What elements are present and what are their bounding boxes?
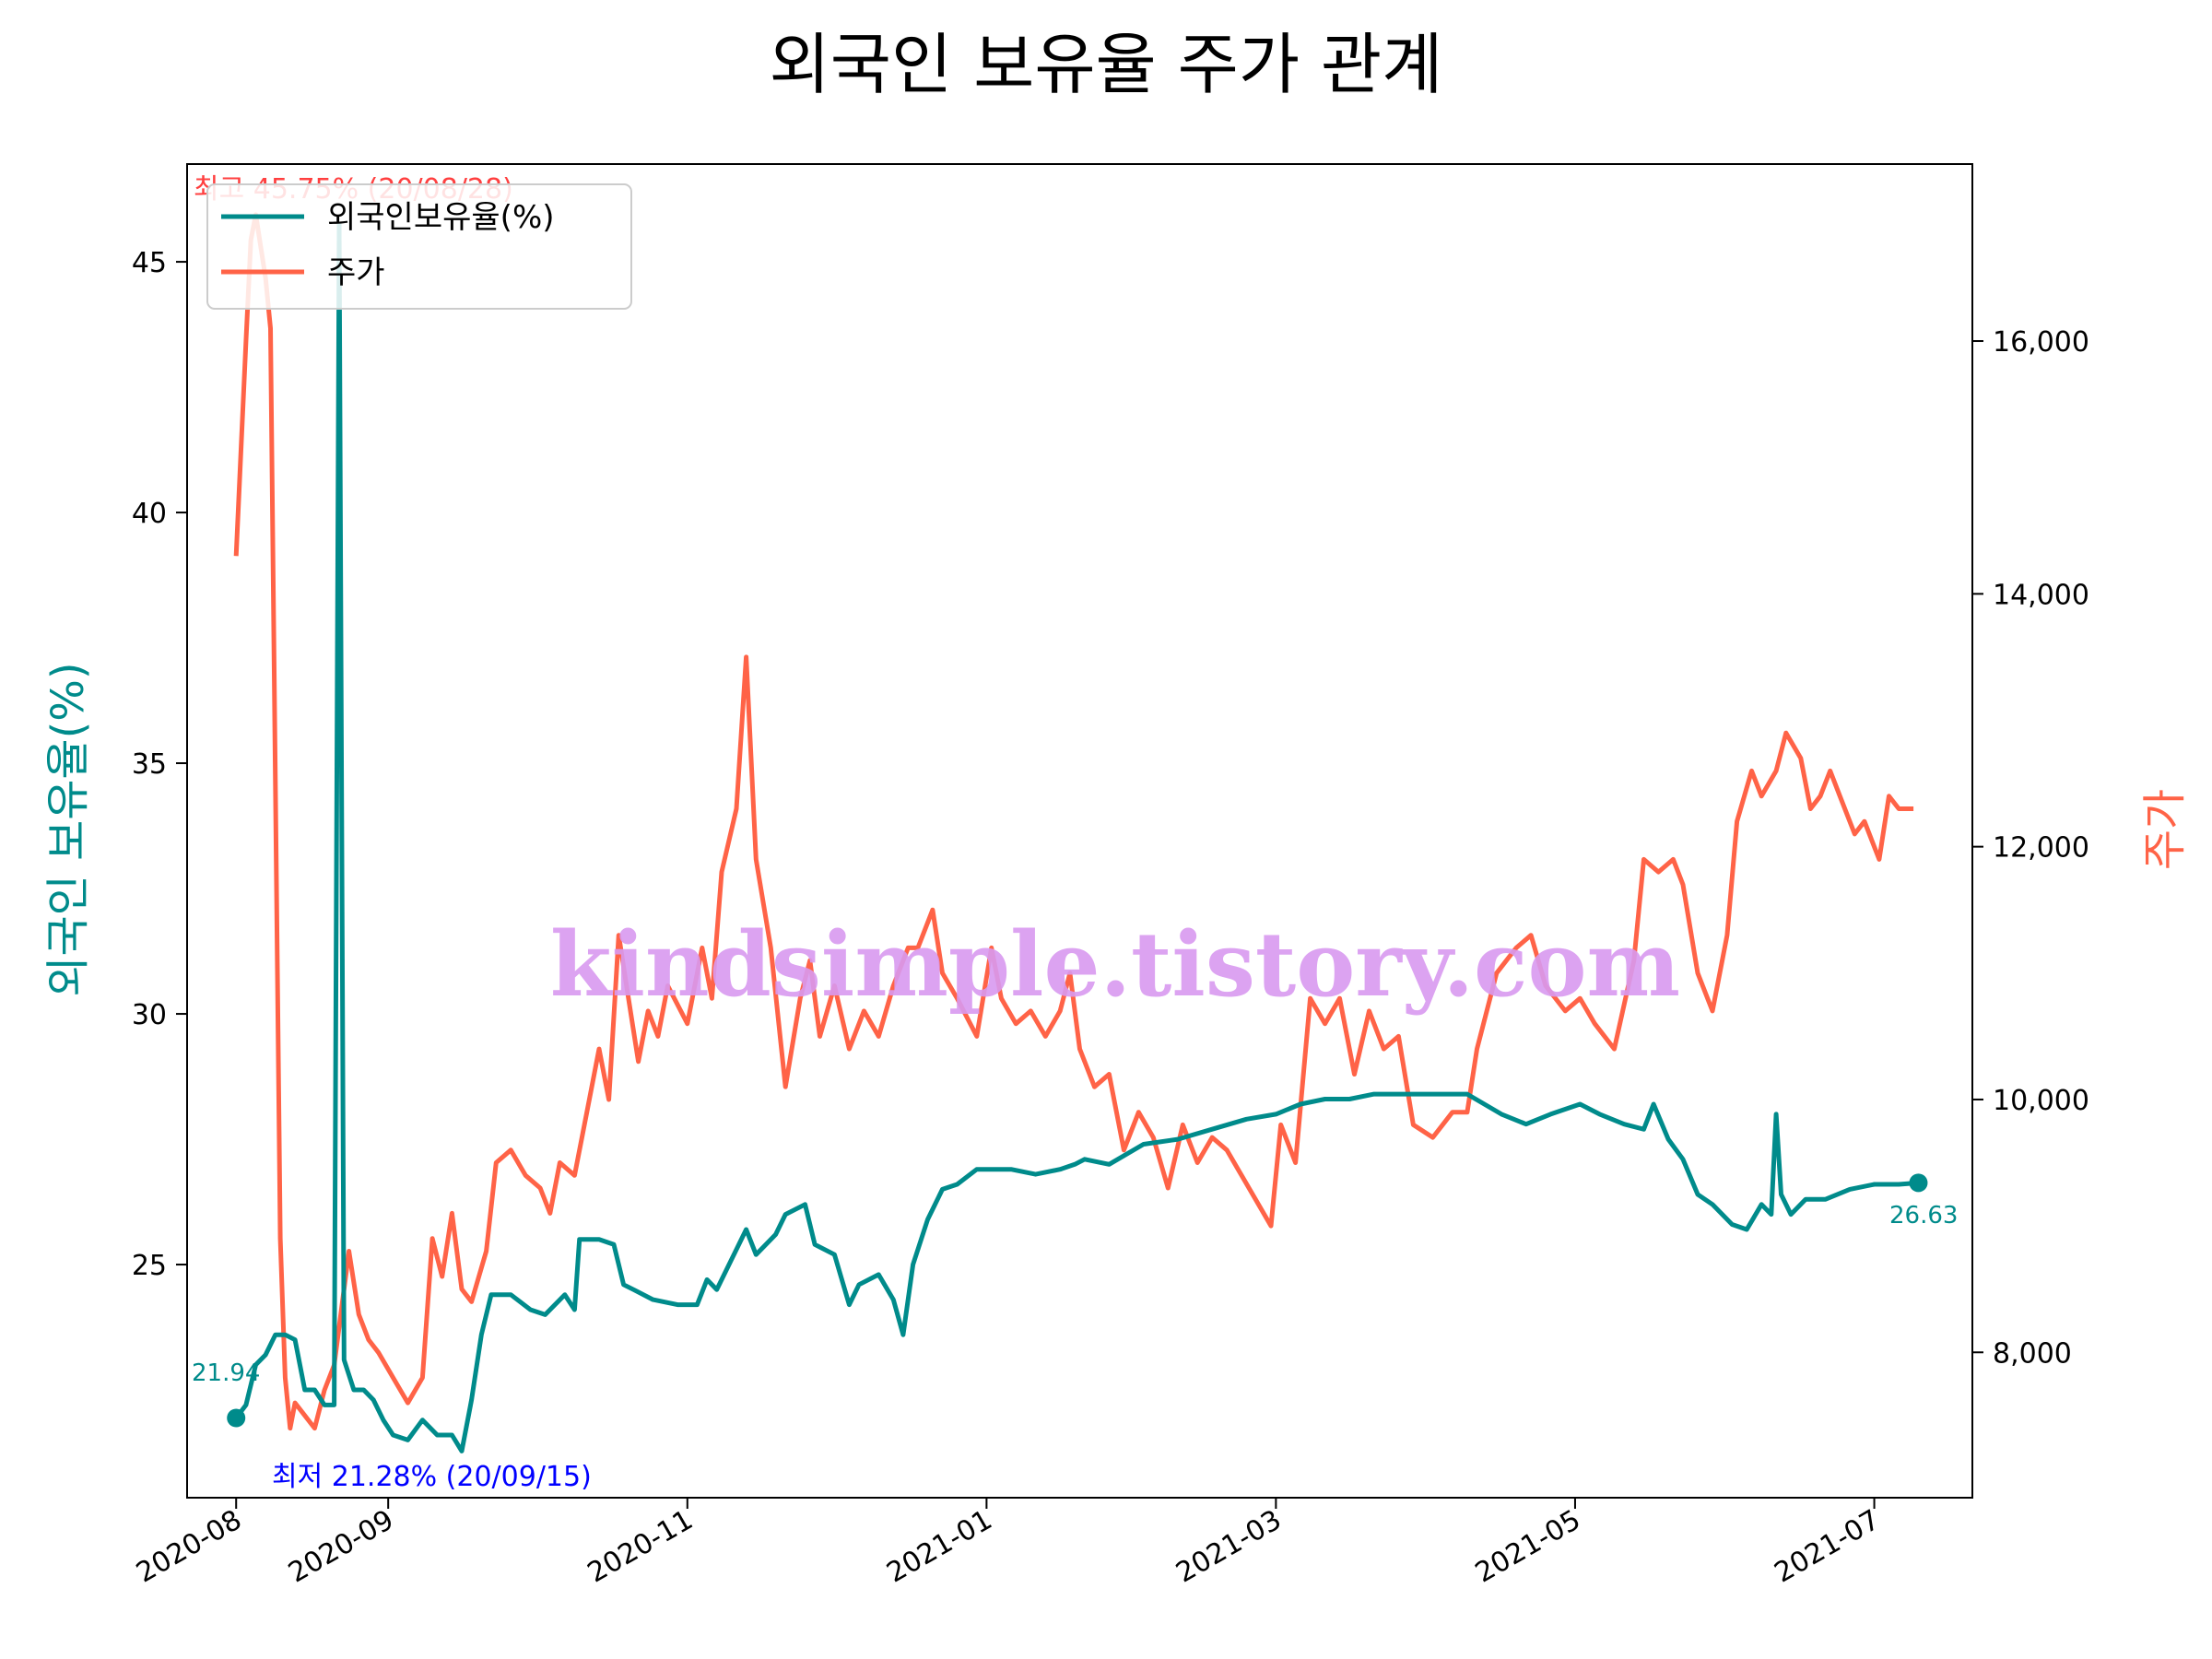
start-point-marker: [227, 1408, 246, 1428]
y-left-tick-label: 35: [132, 748, 167, 781]
x-tick-label: 2021-07: [1770, 1504, 1886, 1590]
y-axis-left: 25 30 35 40 45: [132, 247, 187, 1282]
min-annotation: 최저 21.28% (20/09/15): [272, 1461, 592, 1493]
y-right-tick-label: 12,000: [1993, 832, 2089, 865]
y-right-tick-label: 8,000: [1993, 1337, 2072, 1370]
y-left-tick-label: 45: [132, 247, 167, 279]
series-line-price: [233, 212, 1914, 1431]
y-axis-left-label: 외국인 보유율(%): [42, 662, 94, 996]
plot-frame: [186, 163, 1973, 1499]
y-right-tick-label: 16,000: [1993, 326, 2089, 359]
x-tick-label: 2020-08: [131, 1504, 247, 1590]
y-axis-right: 8,000 10,000 12,000 14,000 16,000: [1972, 326, 2089, 1370]
y-left-tick-label: 25: [132, 1250, 167, 1282]
series-line-foreign-ratio: [234, 221, 1919, 1453]
x-axis: 2020-08 2020-09 2020-11 2021-01 2021-03 2021-…: [131, 1498, 1886, 1590]
legend: 외국인보유율(%) 주가: [206, 183, 632, 310]
start-value-label: 21.94: [192, 1359, 260, 1387]
x-tick-label: 2020-09: [283, 1504, 399, 1590]
end-value-label: 26.63: [1889, 1202, 1958, 1230]
legend-label-foreign: 외국인보유율(%): [327, 199, 555, 236]
y-left-tick-label: 40: [132, 498, 167, 530]
chart-title: 외국인 보유율 주가 관계: [769, 26, 1442, 103]
legend-label-price: 주가: [327, 254, 385, 291]
legend-box: [206, 183, 632, 310]
y-axis-right-label: 주가: [2139, 789, 2191, 870]
x-tick-label: 2021-05: [1470, 1504, 1586, 1590]
x-tick-label: 2021-01: [881, 1504, 997, 1590]
y-right-tick-label: 10,000: [1993, 1085, 2089, 1117]
x-tick-label: 2021-03: [1171, 1504, 1287, 1590]
watermark: kindsimple.tistory.com: [550, 912, 1680, 1017]
end-point-marker: [1909, 1173, 1928, 1193]
x-tick-label: 2020-11: [582, 1504, 699, 1590]
y-left-tick-label: 30: [132, 999, 167, 1031]
y-right-tick-label: 14,000: [1993, 579, 2089, 611]
